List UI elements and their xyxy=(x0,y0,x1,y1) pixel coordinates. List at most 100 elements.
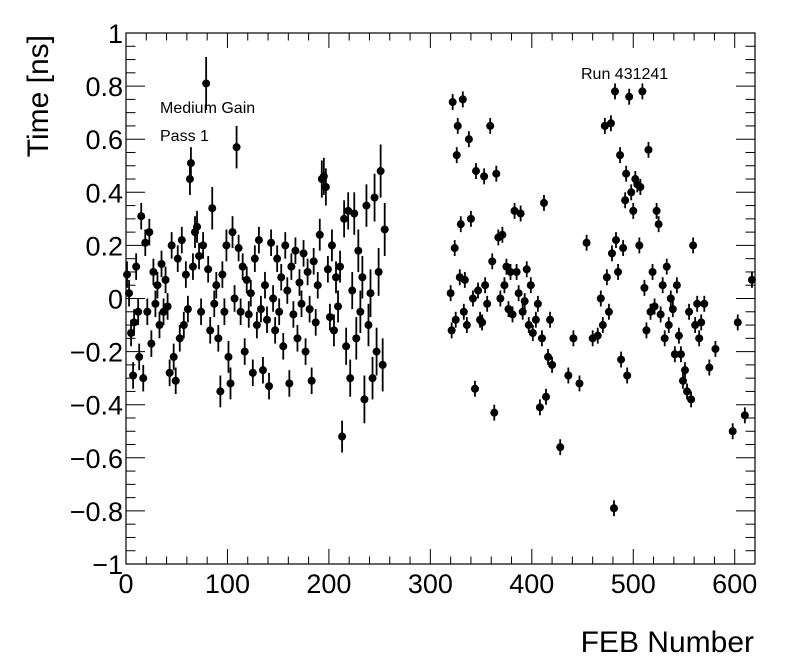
point-marker xyxy=(606,119,615,128)
point-marker xyxy=(206,326,215,335)
data-point xyxy=(214,325,223,352)
y-tick-label: 1 xyxy=(108,19,123,49)
point-marker xyxy=(129,371,138,380)
data-point xyxy=(311,309,320,336)
point-marker xyxy=(134,307,143,316)
point-marker xyxy=(450,244,459,253)
data-point xyxy=(279,333,288,360)
point-marker xyxy=(378,360,387,369)
data-point xyxy=(129,362,138,389)
point-marker xyxy=(462,321,471,330)
data-point xyxy=(733,314,742,331)
point-marker xyxy=(350,209,359,218)
point-marker xyxy=(364,321,373,330)
point-marker xyxy=(448,98,457,107)
x-tick-label: 0 xyxy=(118,569,133,599)
data-point xyxy=(636,179,645,195)
point-marker xyxy=(155,321,164,330)
point-marker xyxy=(204,265,213,274)
point-marker xyxy=(216,387,225,396)
data-point xyxy=(531,311,540,328)
point-marker xyxy=(542,392,551,401)
data-point xyxy=(340,200,349,238)
data-point xyxy=(464,131,473,148)
point-marker xyxy=(687,395,696,404)
data-point xyxy=(488,253,497,270)
data-point xyxy=(635,237,644,254)
point-marker xyxy=(474,286,483,295)
data-point xyxy=(458,91,467,108)
point-marker xyxy=(236,307,245,316)
data-point xyxy=(629,202,638,219)
data-point xyxy=(483,295,492,312)
data-point xyxy=(287,253,296,280)
point-marker xyxy=(524,321,533,330)
point-marker xyxy=(366,289,375,298)
point-marker xyxy=(323,265,332,274)
point-marker xyxy=(163,302,172,311)
point-marker xyxy=(635,241,644,250)
data-point xyxy=(132,253,141,280)
point-marker xyxy=(711,344,720,353)
point-marker xyxy=(458,95,467,104)
point-marker xyxy=(285,379,294,388)
data-point xyxy=(234,234,243,262)
point-marker xyxy=(488,257,497,266)
data-point xyxy=(674,327,683,344)
point-marker xyxy=(612,236,621,245)
data-point xyxy=(281,232,290,259)
point-marker xyxy=(629,206,638,215)
data-point xyxy=(256,295,265,323)
point-marker xyxy=(614,267,623,276)
y-tick-label: 0.2 xyxy=(85,231,123,261)
point-marker xyxy=(456,220,465,229)
data-point xyxy=(346,359,355,397)
data-point xyxy=(508,306,517,323)
point-marker xyxy=(535,403,544,412)
data-point xyxy=(356,290,365,334)
data-point xyxy=(522,261,531,278)
data-point xyxy=(474,282,483,299)
data-points xyxy=(123,56,756,517)
point-marker xyxy=(368,374,377,383)
point-marker xyxy=(147,339,156,348)
data-point xyxy=(289,301,298,328)
annotation-gain: Medium Gain xyxy=(160,100,255,117)
data-point xyxy=(614,263,623,280)
point-marker xyxy=(683,387,692,396)
data-point xyxy=(332,261,341,294)
data-point xyxy=(370,173,379,222)
data-point xyxy=(610,83,619,100)
point-marker xyxy=(451,315,460,324)
data-point xyxy=(125,279,134,307)
point-marker xyxy=(478,318,487,327)
point-marker xyxy=(533,299,542,308)
point-marker xyxy=(240,347,249,356)
data-point xyxy=(216,375,225,408)
data-point xyxy=(372,327,381,376)
data-point xyxy=(329,314,338,347)
point-marker xyxy=(297,299,306,308)
point-marker xyxy=(539,198,548,207)
point-marker xyxy=(185,175,194,184)
x-axis-title: FEB Number xyxy=(581,626,754,659)
data-point xyxy=(299,240,308,267)
y-tick-label: −0.6 xyxy=(70,444,123,474)
point-marker xyxy=(230,294,239,303)
point-marker xyxy=(214,334,223,343)
point-marker xyxy=(352,334,361,343)
point-marker xyxy=(670,350,679,359)
y-tick-labels: −1 −0.8 −0.6 −0.4 −0.2 0 0.2 0.4 0.6 0.8 1 xyxy=(70,19,123,580)
point-marker xyxy=(179,321,188,330)
data-point xyxy=(500,277,509,294)
data-point xyxy=(456,216,465,233)
point-marker xyxy=(167,241,176,250)
data-point xyxy=(230,285,239,312)
point-marker xyxy=(664,321,673,330)
point-marker xyxy=(447,326,456,335)
data-point xyxy=(175,325,184,352)
point-marker xyxy=(548,360,557,369)
data-point xyxy=(250,245,259,272)
point-marker xyxy=(327,241,336,250)
